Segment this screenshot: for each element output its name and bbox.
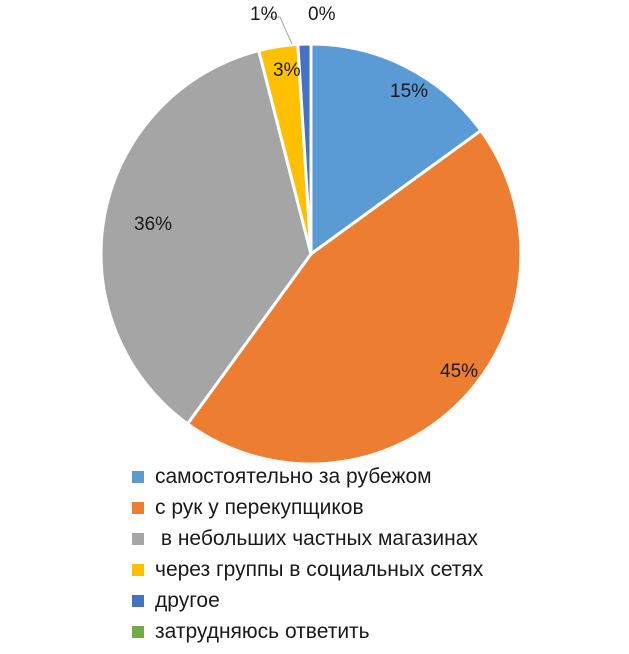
legend-label-3: через группы в социальных сетях: [155, 557, 484, 581]
slice-3-label: 3%: [273, 60, 301, 81]
legend-swatch-4: [132, 594, 144, 607]
legend-swatch-3: [132, 563, 144, 576]
legend: самостоятельно за рубежом с рук у перекуп…: [132, 461, 602, 647]
legend-swatch-0: [132, 470, 144, 483]
legend-label-2: в небольших частных магазинах: [155, 526, 478, 550]
legend-swatch-1: [132, 501, 144, 514]
legend-swatch-5: [132, 625, 144, 638]
pie-slices: [99, 42, 523, 466]
slice-1: [186, 129, 523, 466]
legend-swatch-2: [132, 532, 144, 545]
slice-1-label: 45%: [440, 361, 478, 382]
legend-item-5: затрудняюсь ответить: [132, 616, 602, 647]
legend-label-1: с рук у перекупщиков: [155, 495, 364, 519]
legend-label-0: самостоятельно за рубежом: [155, 464, 432, 488]
slice-0: [309, 42, 483, 256]
legend-item-3: через группы в социальных сетях: [132, 554, 602, 585]
legend-item-4: другое: [132, 585, 602, 616]
legend-label-5: затрудняюсь ответить: [155, 619, 370, 643]
leader-lines: [266, 16, 293, 45]
slice-2: [99, 49, 313, 426]
slice-4: [296, 42, 313, 256]
slice-0-label: 15%: [390, 81, 428, 102]
slice-4-label: 1%: [250, 4, 278, 25]
slice-2-label: 36%: [134, 214, 172, 235]
slice-5-label: 0%: [308, 4, 336, 25]
legend-label-4: другое: [155, 588, 220, 612]
slice-4-leader-line: [266, 16, 293, 45]
data-labels: 15% 45% 36% 3% 1% 0%: [134, 4, 478, 382]
legend-item-2: в небольших частных магазинах: [132, 523, 602, 554]
legend-item-1: с рук у перекупщиков: [132, 492, 602, 523]
legend-item-0: самостоятельно за рубежом: [132, 461, 602, 492]
